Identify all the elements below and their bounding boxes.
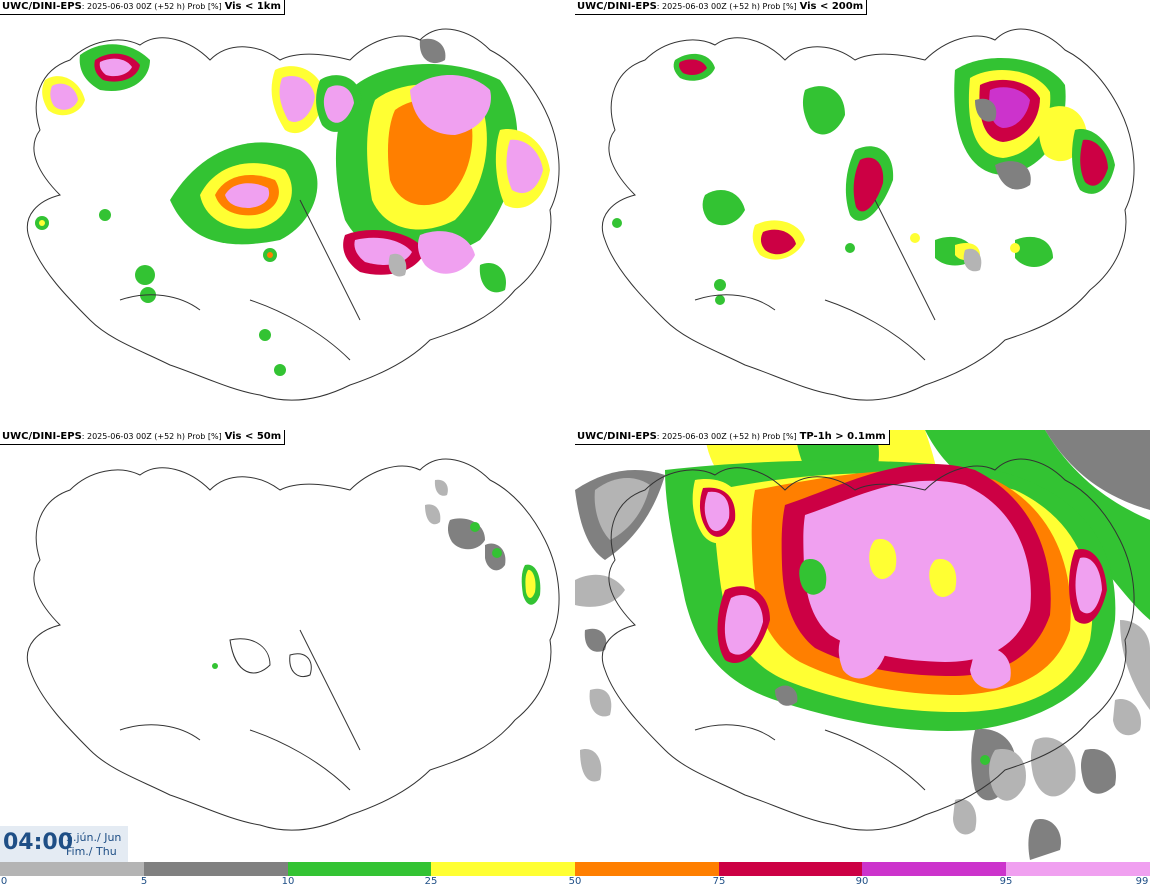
- colorbar-tick: 99: [1135, 876, 1149, 887]
- colorbar-tick: 25: [424, 876, 438, 887]
- coastline: [601, 28, 1135, 401]
- probability-field: [35, 38, 550, 376]
- panel-title: UWC/DINI-EPS: 2025-06-03 00Z (+52 h) Pro…: [575, 430, 890, 445]
- colorbar-tick: 50: [568, 876, 582, 887]
- panel-title: UWC/DINI-EPS: 2025-06-03 00Z (+52 h) Pro…: [0, 430, 286, 445]
- iceland-map: [26, 458, 560, 831]
- valid-time: 04:00: [3, 830, 74, 855]
- colorbar-tick: 5: [140, 876, 148, 887]
- colorbar-tick: 90: [855, 876, 869, 887]
- map-panel-vis-1km: UWC/DINI-EPS: 2025-06-03 00Z (+52 h) Pro…: [0, 0, 575, 430]
- colorbar-legend: 0 5 10 25 50 75 90 95 99: [0, 862, 1150, 891]
- probability-field: [212, 479, 541, 669]
- colorbar-segment: [288, 862, 431, 876]
- probability-field: [612, 53, 1115, 305]
- colorbar-segment: [431, 862, 575, 876]
- colorbar-tick: 0: [0, 876, 8, 887]
- coastline: [26, 28, 560, 401]
- panel-title: UWC/DINI-EPS: 2025-06-03 00Z (+52 h) Pro…: [0, 0, 285, 15]
- panel-title: UWC/DINI-EPS: 2025-06-03 00Z (+52 h) Pro…: [575, 0, 868, 15]
- map-panel-vis-200m: UWC/DINI-EPS: 2025-06-03 00Z (+52 h) Pro…: [575, 0, 1150, 430]
- colorbar-segment: [862, 862, 1006, 876]
- iceland-map: [26, 28, 560, 401]
- colorbar-segment: [144, 862, 288, 876]
- valid-date-line2: Fim./ Thu: [66, 845, 117, 858]
- colorbar-segment: [575, 862, 719, 876]
- probability-field: [575, 430, 1150, 860]
- colorbar-tick: 95: [999, 876, 1013, 887]
- map-panel-precip: UWC/DINI-EPS: 2025-06-03 00Z (+52 h) Pro…: [575, 430, 1150, 860]
- colorbar-segment: [0, 862, 144, 876]
- valid-date-line1: 5.jún./ Jun: [66, 831, 122, 844]
- colorbar-segment: [719, 862, 862, 876]
- coastline: [601, 458, 1135, 831]
- colorbar-tick: 10: [281, 876, 295, 887]
- map-panel-vis-50m: UWC/DINI-EPS: 2025-06-03 00Z (+52 h) Pro…: [0, 430, 575, 860]
- colorbar-segment: [1006, 862, 1150, 876]
- colorbar-tick: 75: [712, 876, 726, 887]
- coastline: [26, 458, 560, 831]
- valid-time-box: 04:00 5.jún./ Jun Fim./ Thu: [0, 826, 128, 862]
- iceland-map: [575, 430, 1150, 860]
- iceland-map: [601, 28, 1135, 401]
